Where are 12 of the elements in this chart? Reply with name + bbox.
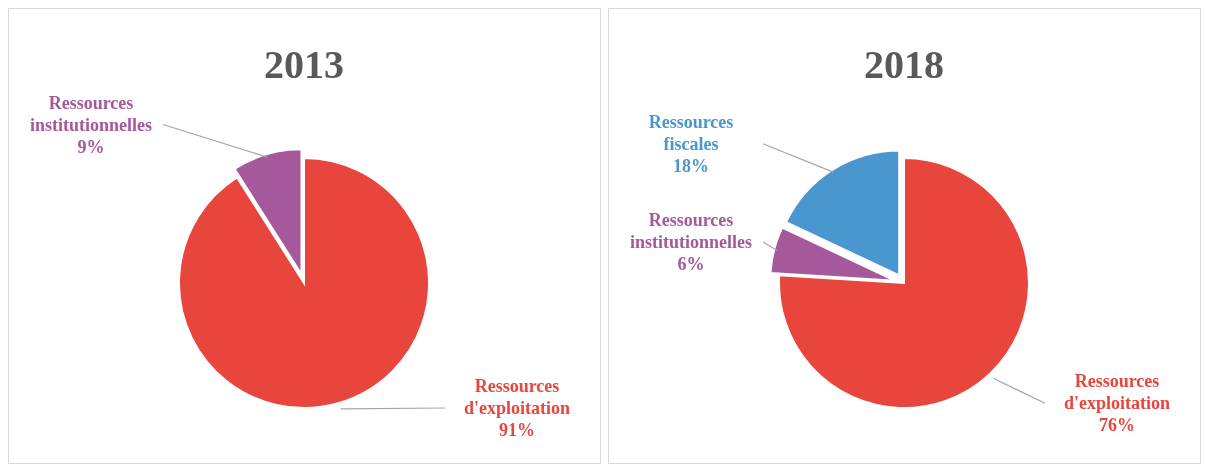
chart-title: 2018 xyxy=(864,42,944,87)
data-label: 91% xyxy=(499,420,535,440)
slice-label: Ressources institutionnelles xyxy=(29,92,153,135)
slice-label: Ressources fiscales xyxy=(648,111,734,154)
slice-label: Ressources institutionnelles xyxy=(629,209,753,252)
data-label: 6% xyxy=(677,253,705,274)
slice-label: Ressources d'exploitation xyxy=(1063,371,1171,414)
slice-label: Ressources d'exploitation xyxy=(463,376,571,418)
data-label: 9% xyxy=(77,136,105,157)
data-label: 76% xyxy=(1099,415,1135,436)
data-label: 18% xyxy=(673,155,709,176)
chart-title: 2013 xyxy=(264,42,344,87)
